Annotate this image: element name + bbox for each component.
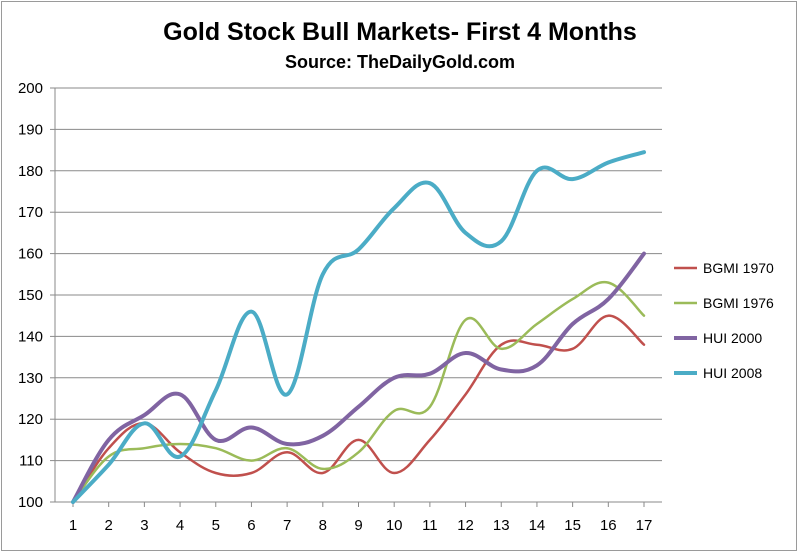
x-axis-ticks: 1 2 3 4 5 6 7 8 9 10 11 12 13 14 15 16 17 [69, 517, 653, 534]
chart-title: Gold Stock Bull Markets- First 4 Months [163, 18, 637, 46]
y-tick-label: 120 [18, 411, 43, 428]
y-tick-label: 170 [18, 204, 43, 221]
y-tick-label: 200 [18, 80, 43, 97]
x-tick-label: 7 [283, 517, 291, 534]
x-tick-label: 11 [422, 517, 438, 534]
y-axis-ticks: 100 110 120 130 140 150 160 170 180 190 200 [18, 80, 43, 511]
x-tick-label: 13 [493, 517, 510, 534]
y-tick-label: 160 [18, 246, 43, 263]
x-tick-label: 14 [529, 517, 546, 534]
legend-label-hui-2000: HUI 2000 [703, 330, 762, 346]
x-tick-label: 6 [247, 517, 255, 534]
x-tick-label: 3 [140, 517, 148, 534]
axes [50, 87, 662, 507]
y-tick-label: 180 [18, 163, 43, 180]
series-lines [71, 150, 646, 504]
y-tick-label: 190 [18, 121, 43, 138]
x-tick-label: 5 [212, 517, 220, 534]
x-tick-label: 4 [176, 517, 184, 534]
legend: BGMI 1970 BGMI 1976 HUI 2000 HUI 2008 [674, 260, 774, 381]
series-line-bgmi-1970 [71, 314, 646, 504]
y-tick-label: 110 [19, 453, 43, 470]
legend-label-hui-2008: HUI 2008 [703, 365, 762, 381]
x-tick-label: 16 [600, 517, 617, 534]
x-tick-label: 10 [386, 517, 403, 534]
series-line-hui-2000 [71, 251, 646, 504]
x-tick-label: 17 [636, 517, 653, 534]
x-tick-label: 12 [457, 517, 474, 534]
series-line-bgmi-1976 [71, 280, 646, 504]
y-tick-label: 130 [18, 370, 43, 387]
y-tick-label: 140 [18, 328, 43, 345]
legend-label-bgmi-1970: BGMI 1970 [703, 260, 774, 276]
x-tick-label: 9 [354, 517, 362, 534]
x-tick-label: 8 [319, 517, 327, 534]
y-tick-label: 100 [18, 494, 43, 511]
legend-label-bgmi-1976: BGMI 1976 [703, 295, 774, 311]
x-tick-label: 1 [69, 517, 77, 534]
x-tick-label: 15 [564, 517, 581, 534]
y-tick-label: 150 [18, 287, 43, 304]
series-line-hui-2008 [71, 150, 646, 504]
chart-subtitle: Source: TheDailyGold.com [284, 52, 516, 72]
x-tick-label: 2 [105, 517, 113, 534]
